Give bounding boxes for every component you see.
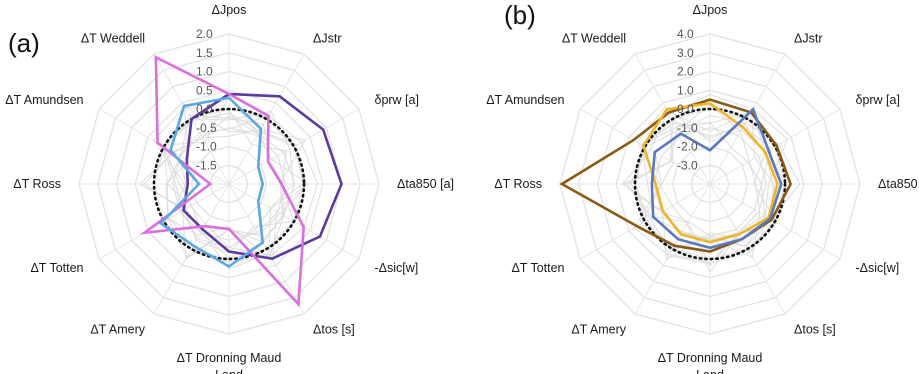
radar-panel-a: (a) 2.0 1.5 1.0 0.5 0.0 -0.5 -1.0 -1.5 ΔJpos ΔJst… bbox=[5, 3, 454, 374]
axis-label: Δtos [s] bbox=[794, 322, 836, 336]
axis-label: ΔT Ross bbox=[494, 177, 542, 191]
axis-label: ΔJstr bbox=[313, 32, 342, 46]
axis-label: ΔT Totten bbox=[30, 261, 83, 275]
tick-label: -1.0 bbox=[196, 140, 217, 154]
axis-label: ΔT Ross bbox=[13, 177, 61, 191]
axis-label: ΔT Weddell bbox=[562, 32, 626, 46]
axis-label: ΔT Amery bbox=[571, 322, 626, 336]
axis-label: ΔJpos bbox=[212, 3, 247, 17]
axis-label: ΔT Amundsen bbox=[486, 93, 564, 107]
grid-spoke bbox=[153, 183, 230, 315]
tick-label: -1.5 bbox=[196, 158, 217, 172]
axis-label: -Δsic[w] bbox=[855, 261, 899, 275]
axis-label: ΔT Amundsen bbox=[5, 93, 83, 107]
grid-spoke bbox=[634, 183, 711, 315]
axis-label: Δta850 [a] bbox=[878, 177, 919, 191]
tick-label: 1.0 bbox=[677, 83, 694, 97]
axis-label: -Δsic[w] bbox=[374, 261, 418, 275]
tick-label: 1.5 bbox=[196, 46, 213, 60]
tick-label: 0.0 bbox=[677, 102, 694, 116]
tick-label: 4.0 bbox=[677, 27, 694, 41]
tick-label: -0.5 bbox=[196, 121, 217, 135]
axis-label: ΔT Weddell bbox=[81, 32, 145, 46]
panel-a-letter: (a) bbox=[8, 28, 40, 58]
background-series-line bbox=[168, 115, 319, 263]
background-series-line bbox=[622, 118, 801, 261]
panel-b-letter: (b) bbox=[504, 0, 536, 30]
tick-label: 3.0 bbox=[677, 46, 694, 60]
background-series-line bbox=[641, 122, 772, 267]
axis-label: ΔJstr bbox=[794, 32, 823, 46]
axis-label: Δta850 [a] bbox=[397, 177, 454, 191]
background-series-line bbox=[152, 106, 295, 254]
radar-panel-b: (b) 4.0 3.0 2.0 1.0 0.0 -1.0 -2.0 -3.0 ΔJpos ΔJst… bbox=[486, 0, 919, 374]
axis-label: ΔJpos bbox=[693, 3, 728, 17]
zero-reference-circle bbox=[152, 107, 306, 261]
background-series-line bbox=[641, 93, 789, 250]
series-line-2 bbox=[641, 102, 779, 244]
tick-label: 0.0 bbox=[196, 102, 213, 116]
tick-label: 2.0 bbox=[196, 27, 213, 41]
tick-label: -3.0 bbox=[677, 158, 698, 172]
axis-label: ΔT Totten bbox=[511, 261, 564, 275]
axis-label: ΔT Dronning MaudLand bbox=[177, 351, 282, 374]
axis-label: δprw [a] bbox=[855, 93, 899, 107]
series-line-3 bbox=[158, 96, 265, 269]
axis-label: ΔT Amery bbox=[90, 322, 145, 336]
tick-label: 0.5 bbox=[196, 83, 213, 97]
series-line-2 bbox=[139, 55, 306, 308]
series-line-1 bbox=[182, 92, 343, 261]
tick-label: 2.0 bbox=[677, 65, 694, 79]
axis-label: ΔT Dronning MaudLand bbox=[658, 351, 763, 374]
axis-label: δprw [a] bbox=[374, 93, 418, 107]
series-line-3 bbox=[650, 107, 783, 250]
tick-label: -1.0 bbox=[677, 121, 698, 135]
tick-label: -2.0 bbox=[677, 140, 698, 154]
tick-label: 1.0 bbox=[196, 65, 213, 79]
series-line-1 bbox=[559, 98, 793, 253]
axis-label: Δtos [s] bbox=[313, 322, 355, 336]
zero-reference-circle bbox=[633, 107, 787, 261]
grid-spoke bbox=[579, 183, 711, 260]
